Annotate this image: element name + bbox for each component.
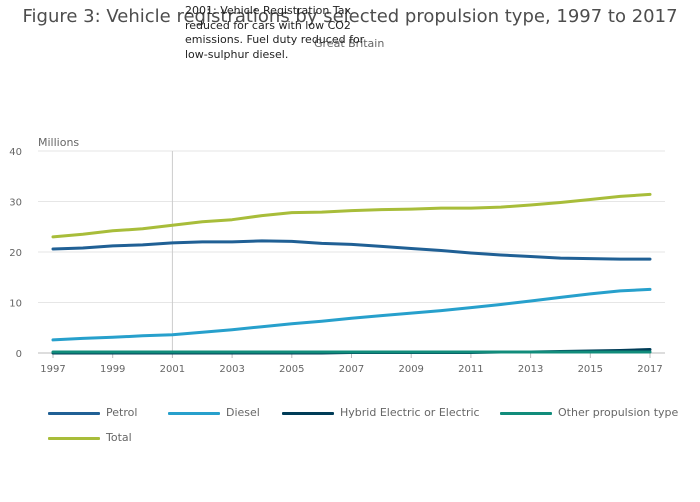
y-tick-label: 20 — [9, 248, 22, 259]
legend-label: Petrol — [106, 406, 138, 419]
x-tick-label: 2003 — [219, 364, 244, 375]
legend-swatch — [282, 411, 334, 415]
legend-swatch — [168, 411, 220, 415]
legend-swatch — [48, 436, 100, 440]
x-tick-label: 2013 — [518, 364, 543, 375]
legend-item: Hybrid Electric or Electric — [282, 406, 480, 419]
legend-item: Total — [48, 431, 132, 444]
x-tick-label: 2011 — [458, 364, 483, 375]
x-tick-label: 2017 — [637, 364, 662, 375]
annotation-text: 2001: Vehicle Registration Tax reduced f… — [185, 4, 365, 61]
y-tick-label: 0 — [16, 349, 22, 360]
x-tick-label: 2009 — [398, 364, 423, 375]
legend-swatch — [48, 411, 100, 415]
y-tick-label: 10 — [9, 299, 22, 310]
legend-label: Total — [106, 431, 132, 444]
y-axis-label: Millions — [38, 136, 80, 149]
series-line-petrol — [51, 239, 652, 261]
legend-swatch — [500, 411, 552, 415]
series-line-total — [51, 192, 652, 239]
legend-item: Petrol — [48, 406, 137, 419]
legend-item: Diesel — [168, 406, 260, 419]
chart-subtitle: Great Britain — [314, 37, 385, 50]
x-tick-label: 1997 — [40, 364, 65, 375]
y-tick-label: 40 — [9, 147, 22, 158]
chart-title: Figure 3: Vehicle registrations by selec… — [22, 6, 678, 27]
legend-item: Other propulsion type — [500, 406, 678, 419]
x-tick-label: 2005 — [279, 364, 304, 375]
x-tick-label: 2015 — [578, 364, 603, 375]
x-tick-label: 1999 — [100, 364, 125, 375]
legend-label: Hybrid Electric or Electric — [340, 406, 480, 419]
line-chart: 0 10 20 30 40 1997 1999 2001 2003 2005 2007 2009 201… — [9, 147, 665, 375]
x-tick-label: 2007 — [339, 364, 364, 375]
legend-label: Diesel — [226, 406, 260, 419]
x-tick-label: 2001 — [160, 364, 185, 375]
legend-label: Other propulsion type — [558, 406, 679, 419]
y-tick-label: 30 — [9, 198, 22, 209]
series-line-diesel — [51, 287, 652, 342]
